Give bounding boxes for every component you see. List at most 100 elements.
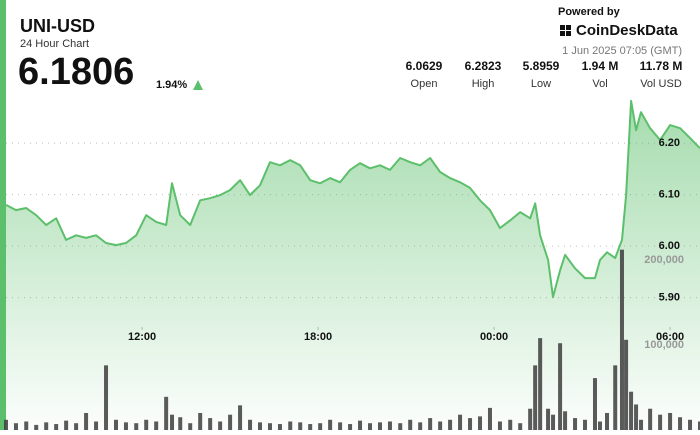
stat-value: 6.2823 [465,59,502,73]
stat-label: Vol USD [640,78,682,90]
volume-bar [428,418,433,430]
logo [560,25,571,36]
volume-bar [34,424,39,430]
volume-bar [104,365,109,430]
volume-bar [658,414,663,430]
change: 1.94% [156,79,187,91]
volume-bar [538,338,543,430]
volume-bar [478,416,483,430]
volume-bar [288,421,293,430]
plot: 5.90 6.00 6.10 6.20 100,000 200,000 12:00 18:00… [4,99,700,431]
volume-bar [408,419,413,430]
volume-bar [228,414,233,430]
volume-bar [668,412,673,430]
volume-bar [619,249,624,430]
volume-bar [634,404,639,430]
volume-bar [318,423,323,430]
volume-bar [387,421,392,430]
area-fill [6,100,700,431]
volume-bar [438,421,443,430]
volume-bar [551,414,556,430]
price-line [5,99,700,299]
volume-bar [497,421,502,430]
x-tick-label: 18:00 [304,331,332,343]
volume-bar [613,365,618,430]
volume-bar [134,423,139,430]
volume-bar [84,412,89,430]
stat-value: 11.78 M [640,59,683,73]
volume-bar [605,412,610,430]
volume-bar [208,418,213,430]
volume-bar [44,422,49,430]
brand: CoinDeskData [576,22,678,39]
volume-bar [328,419,333,430]
volume-bar [238,405,243,430]
volume-bar [170,414,175,430]
volume-bar [94,421,99,430]
y-tick-label: 6.20 [659,137,680,149]
accent-bar [0,0,6,430]
volume-bar [24,421,29,430]
volume-bar [258,422,263,430]
stat-value: 6.0629 [406,59,443,73]
x-tick-label: 00:00 [480,331,508,343]
volume-bar [518,423,523,430]
volume-bar [74,423,79,430]
volume-bar [144,419,149,430]
y-tick-label: 6.00 [659,240,680,252]
powered-by: Powered by [558,6,621,18]
volume-bar [546,408,551,430]
stat-label: Open [411,78,438,90]
volume-bar [533,365,538,430]
up-arrow [193,80,203,90]
y2-tick-label: 200,000 [644,254,684,266]
y2-tick-label: 100,000 [644,339,684,351]
volume-bar [64,420,69,430]
stat-label: High [472,78,495,90]
stat-value: 1.94 M [582,59,619,73]
volume-bar [583,419,588,430]
volume-bar [398,423,403,430]
stat-label: Low [531,78,551,90]
title: UNI-USD [20,16,95,36]
date: 1 Jun 2025 07:05 (GMT) [562,45,682,57]
volume-bar [597,421,602,430]
stats: 6.0629 Open 6.2823 High 5.8959 Low 1.94 M Vol 11… [406,59,683,90]
volume-bar [4,419,8,430]
volume-bar [624,339,629,430]
volume-bar [377,422,382,430]
volume-bar [113,419,118,430]
volume-bar [123,422,128,430]
volume-bar [164,396,169,430]
volume-bar [629,391,634,430]
volume-bar [154,421,159,430]
volume-bar [267,423,272,430]
volume-bar [54,424,59,430]
volume-bar [558,343,563,430]
volume-bar [248,419,253,430]
volume-bar [528,408,533,430]
volume-bar [368,423,373,430]
volume-bar [308,424,313,430]
volume-bar [678,417,683,430]
volume-bar [592,378,597,430]
volume-bar [487,407,492,430]
stat-label: Vol [592,78,607,90]
volume-bar [563,411,568,430]
volume-bar [298,422,303,430]
subtitle: 24 Hour Chart [20,38,89,50]
volume-bar [573,418,578,430]
volume-bar [688,419,693,430]
x-tick-label: 12:00 [128,331,156,343]
price: 6.1806 [18,51,134,93]
volume-bar [448,419,453,430]
volume-bar [178,417,183,430]
stat-value: 5.8959 [523,59,560,73]
volume-bar [468,418,473,430]
volume-bar [458,414,463,430]
y-tick-label: 6.10 [659,189,680,201]
volume-bar [348,424,353,430]
volume-bar [648,408,653,430]
volume-bar [188,423,193,430]
